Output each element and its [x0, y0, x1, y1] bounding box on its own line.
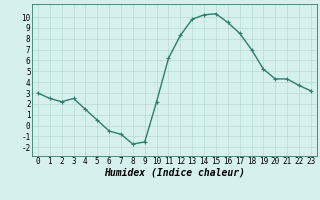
X-axis label: Humidex (Indice chaleur): Humidex (Indice chaleur): [104, 168, 245, 178]
